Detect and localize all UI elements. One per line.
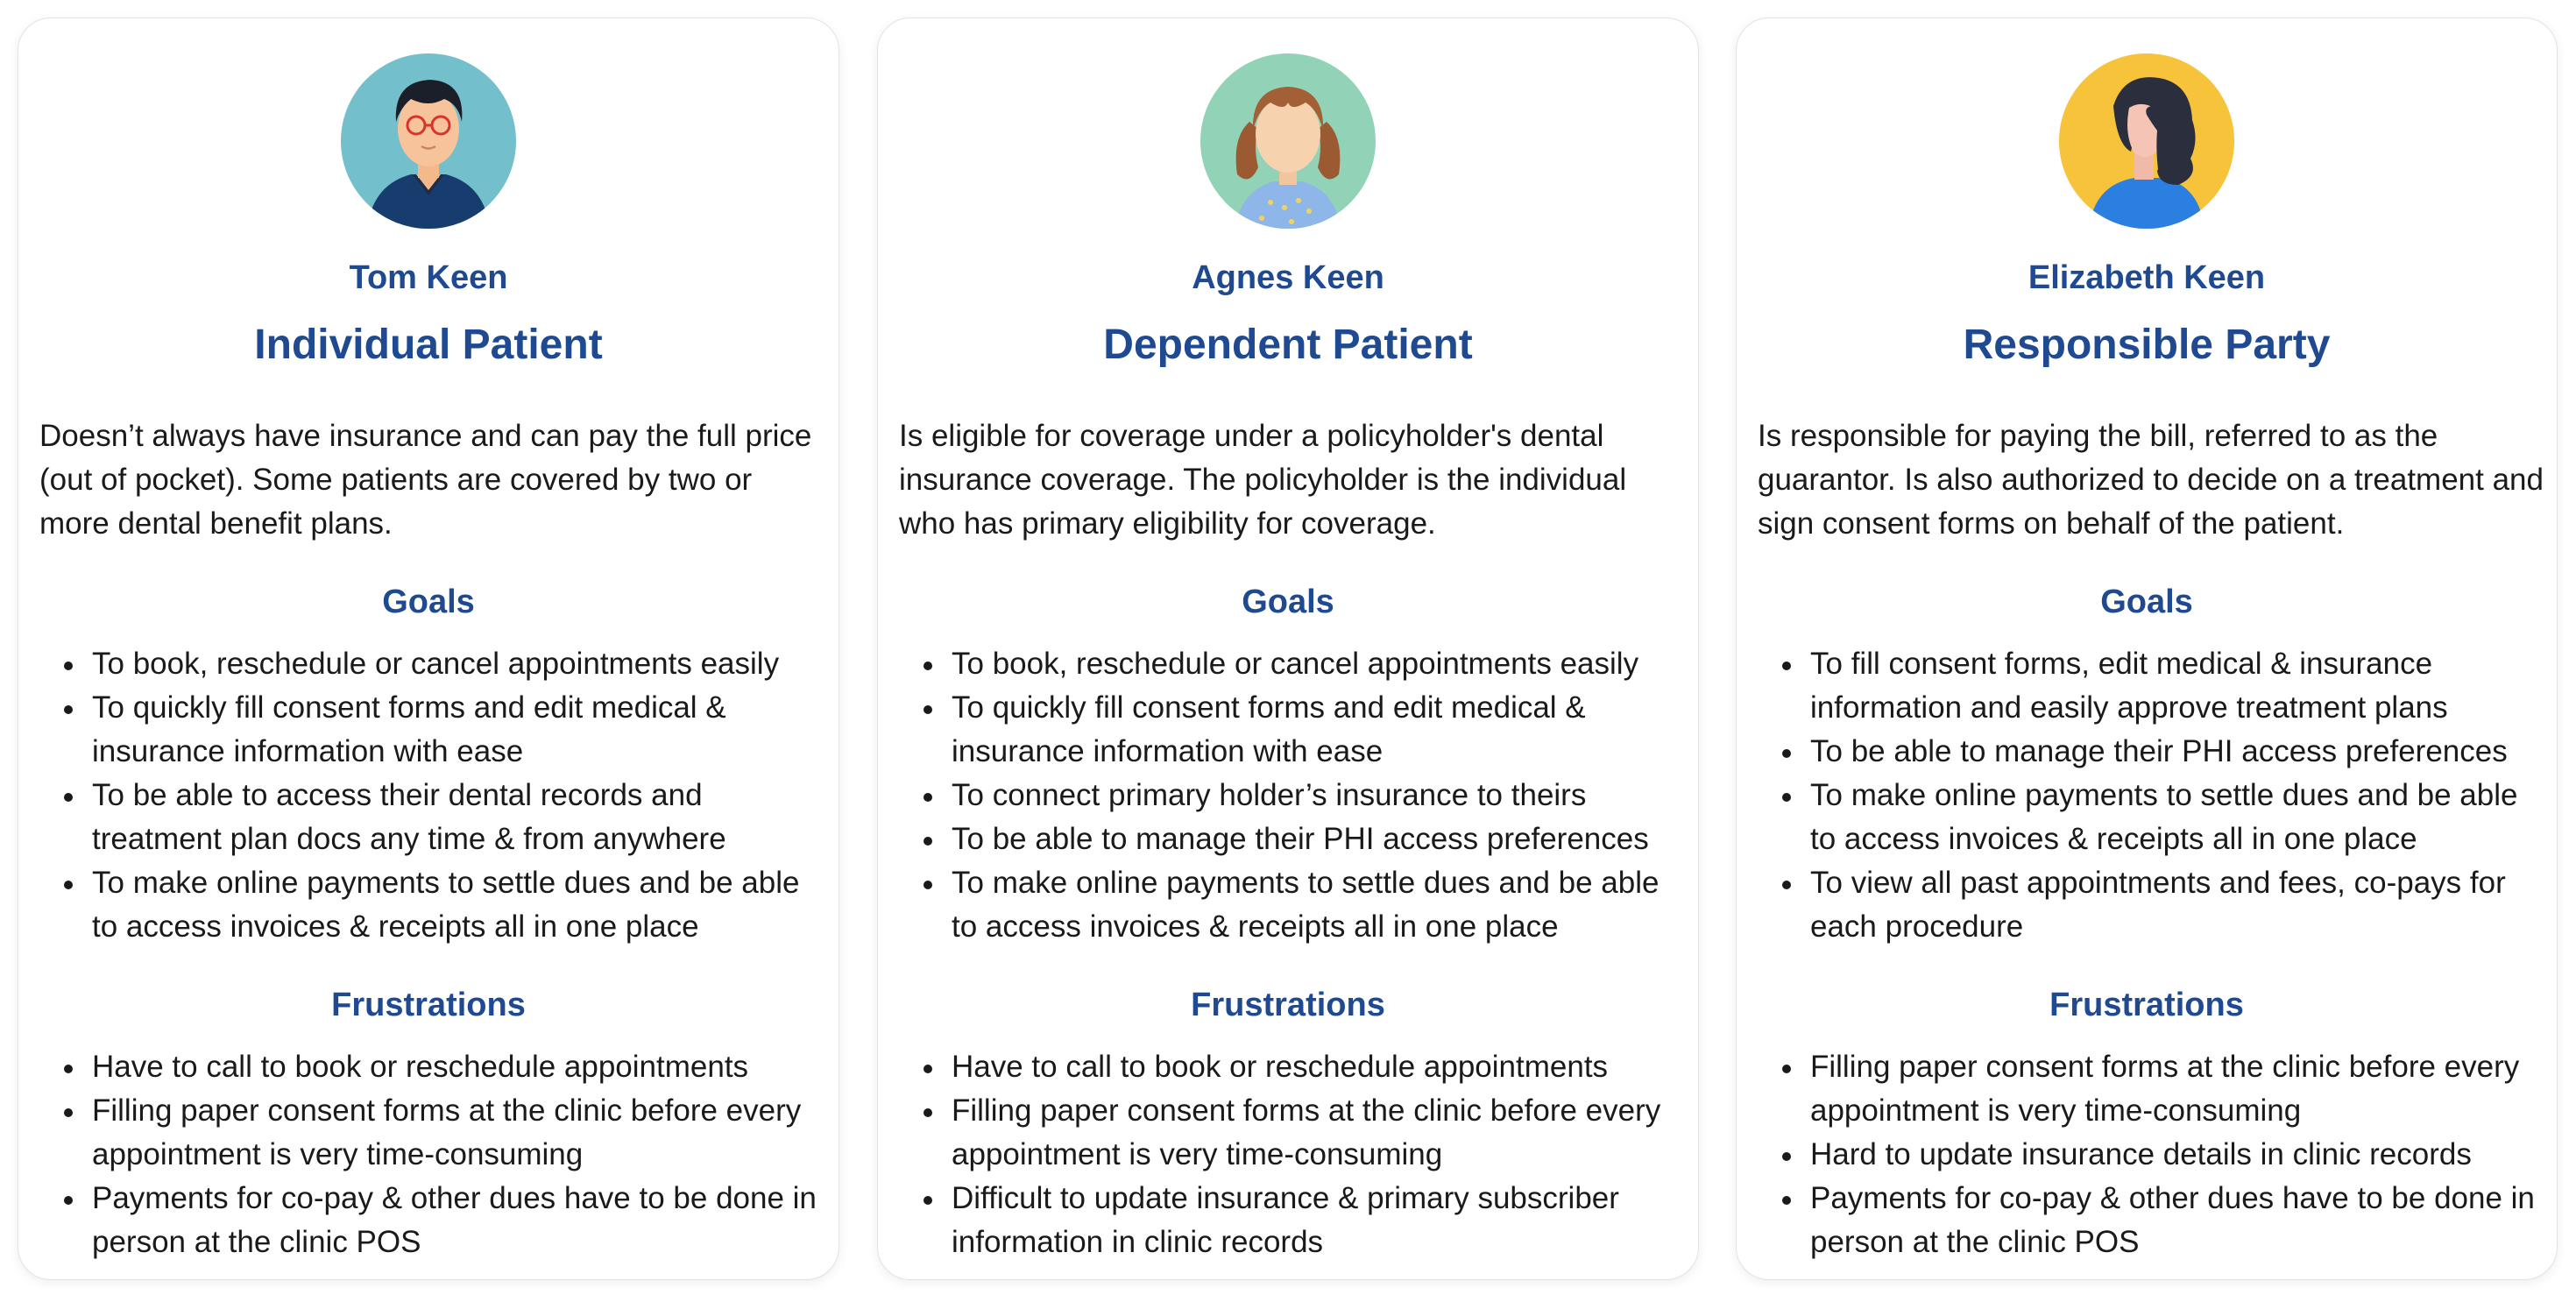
- persona-name: Elizabeth Keen: [2028, 259, 2266, 296]
- man-with-glasses-icon: [341, 53, 516, 229]
- woman-with-dark-hair-icon: [2059, 53, 2234, 229]
- goal-item: To connect primary holder’s insurance to…: [946, 774, 1691, 817]
- frustrations-list: Have to call to book or reschedule appoi…: [920, 1045, 1691, 1264]
- frustration-item: Difficult to update insurance & primary …: [946, 1177, 1691, 1264]
- frustration-item: Hard to update insurance details in clin…: [1805, 1133, 2550, 1177]
- frustration-item: Have to call to book or reschedule appoi…: [946, 1045, 1691, 1089]
- goal-item: To fill consent forms, edit medical & in…: [1805, 642, 2550, 730]
- goal-item: To make online payments to settle dues a…: [946, 861, 1691, 949]
- avatar: [2059, 53, 2234, 229]
- goals-list: To book, reschedule or cancel appointmen…: [60, 642, 832, 949]
- goal-item: To book, reschedule or cancel appointmen…: [87, 642, 832, 686]
- frustration-item: Have to call to book or reschedule appoi…: [87, 1045, 832, 1089]
- frustration-item: Filling paper consent forms at the clini…: [1805, 1045, 2550, 1133]
- goal-item: To quickly fill consent forms and edit m…: [946, 686, 1691, 774]
- persona-card-agnes: Agnes Keen Dependent Patient Is eligible…: [877, 18, 1699, 1280]
- frustration-item: Payments for co-pay & other dues have to…: [1805, 1177, 2550, 1264]
- frustrations-list: Have to call to book or reschedule appoi…: [60, 1045, 832, 1264]
- goals-heading: Goals: [1242, 584, 1334, 620]
- persona-description: Is responsible for paying the bill, refe…: [1758, 419, 2544, 541]
- goals-list: To book, reschedule or cancel appointmen…: [920, 642, 1691, 949]
- frustrations-heading: Frustrations: [331, 987, 526, 1023]
- persona-role: Individual Patient: [254, 322, 603, 368]
- frustrations-heading: Frustrations: [1191, 987, 1385, 1023]
- persona-card-tom: Tom Keen Individual Patient Doesn’t alwa…: [18, 18, 839, 1280]
- goal-item: To book, reschedule or cancel appointmen…: [946, 642, 1691, 686]
- persona-role: Responsible Party: [1963, 322, 2331, 368]
- goal-item: To make online payments to settle dues a…: [1805, 774, 2550, 861]
- goals-heading: Goals: [2100, 584, 2193, 620]
- goal-item: To be able to manage their PHI access pr…: [946, 817, 1691, 861]
- goal-item: To view all past appointments and fees, …: [1805, 861, 2550, 949]
- avatar: [1200, 53, 1376, 229]
- goal-item: To make online payments to settle dues a…: [87, 861, 832, 949]
- frustration-item: Filling paper consent forms at the clini…: [87, 1089, 832, 1177]
- goal-item: To be able to access their dental record…: [87, 774, 832, 861]
- frustration-item: Filling paper consent forms at the clini…: [946, 1089, 1691, 1177]
- girl-with-pigtails-icon: [1200, 53, 1376, 229]
- persona-role: Dependent Patient: [1103, 322, 1473, 368]
- goals-list: To fill consent forms, edit medical & in…: [1779, 642, 2550, 949]
- goal-item: To quickly fill consent forms and edit m…: [87, 686, 832, 774]
- persona-description: Doesn’t always have insurance and can pa…: [39, 419, 812, 541]
- persona-description: Is eligible for coverage under a policyh…: [899, 419, 1627, 541]
- frustrations-heading: Frustrations: [2049, 987, 2244, 1023]
- goal-item: To be able to manage their PHI access pr…: [1805, 730, 2550, 774]
- goals-heading: Goals: [382, 584, 475, 620]
- avatar: [341, 53, 516, 229]
- frustration-item: Payments for co-pay & other dues have to…: [87, 1177, 832, 1264]
- persona-name: Tom Keen: [349, 259, 508, 296]
- frustrations-list: Filling paper consent forms at the clini…: [1779, 1045, 2550, 1264]
- persona-name: Agnes Keen: [1192, 259, 1384, 296]
- persona-card-elizabeth: Elizabeth Keen Responsible Party Is resp…: [1736, 18, 2558, 1280]
